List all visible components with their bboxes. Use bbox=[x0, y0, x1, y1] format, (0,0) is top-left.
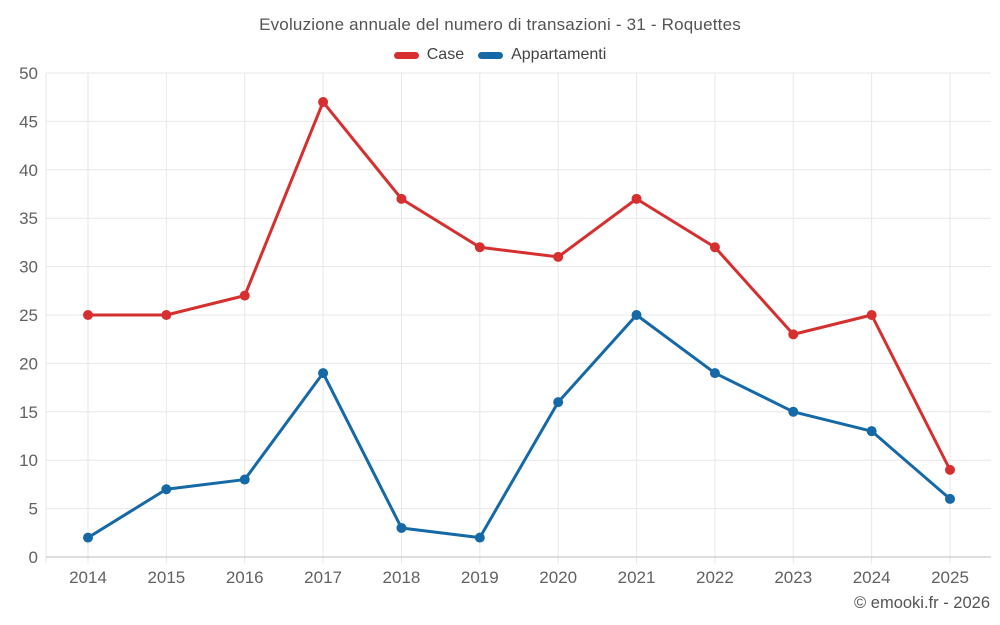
data-point-case-2025 bbox=[945, 464, 955, 475]
x-axis-tick-label: 2022 bbox=[696, 568, 734, 587]
legend-marker-case bbox=[393, 51, 419, 59]
y-axis-tick-label: 45 bbox=[19, 112, 38, 131]
x-axis-tick-label: 2014 bbox=[69, 568, 107, 587]
data-point-appartamenti-2024 bbox=[866, 426, 877, 437]
chart-title: Evoluzione annuale del numero di transaz… bbox=[259, 15, 741, 34]
data-point-appartamenti-2019 bbox=[474, 532, 485, 543]
data-point-appartamenti-2022 bbox=[709, 368, 720, 379]
data-point-case-2014 bbox=[83, 310, 93, 320]
y-axis-tick-label: 25 bbox=[19, 306, 38, 325]
data-point-case-2018 bbox=[396, 193, 407, 204]
x-axis-tick-label: 2023 bbox=[774, 568, 812, 587]
y-axis-tick-label: 5 bbox=[29, 500, 38, 519]
x-axis-tick-label: 2020 bbox=[539, 568, 577, 587]
data-point-case-2021 bbox=[631, 193, 642, 204]
x-axis-tick-label: 2016 bbox=[226, 568, 264, 587]
data-point-appartamenti-2020 bbox=[553, 397, 564, 408]
data-point-appartamenti-2018 bbox=[396, 522, 407, 533]
data-point-case-2023 bbox=[788, 329, 799, 340]
data-point-case-2024 bbox=[866, 310, 877, 320]
x-axis-tick-label: 2015 bbox=[147, 568, 185, 587]
x-axis-tick-label: 2024 bbox=[853, 568, 891, 587]
data-point-appartamenti-2016 bbox=[239, 474, 250, 485]
x-axis-tick-label: 2025 bbox=[931, 568, 969, 587]
data-point-appartamenti-2021 bbox=[631, 310, 642, 320]
data-point-case-2017 bbox=[318, 97, 329, 108]
data-point-appartamenti-2017 bbox=[318, 368, 329, 379]
y-axis-tick-label: 30 bbox=[19, 258, 38, 277]
legend-label: Appartamenti bbox=[511, 46, 607, 63]
series-line-appartamenti bbox=[86, 313, 952, 540]
data-point-appartamenti-2025 bbox=[945, 493, 955, 504]
chart-legend: Case Appartamenti bbox=[0, 46, 1000, 64]
y-axis-tick-label: 0 bbox=[29, 548, 38, 567]
data-point-case-2015 bbox=[161, 310, 172, 320]
y-axis-tick-label: 10 bbox=[19, 451, 38, 470]
y-axis-tick-label: 15 bbox=[19, 403, 38, 422]
y-axis-tick-label: 20 bbox=[19, 354, 38, 373]
data-point-case-2020 bbox=[553, 251, 564, 262]
legend-item-appartamenti[interactable]: Appartamenti bbox=[478, 46, 606, 64]
x-axis-tick-label: 2018 bbox=[383, 568, 421, 587]
x-axis-tick-label: 2021 bbox=[618, 568, 656, 587]
legend-marker-appartamenti bbox=[478, 51, 504, 59]
series-line-case bbox=[86, 100, 952, 472]
data-point-case-2022 bbox=[709, 242, 720, 253]
x-axis-tick-label: 2019 bbox=[461, 568, 499, 587]
data-point-appartamenti-2014 bbox=[83, 532, 93, 543]
data-point-appartamenti-2015 bbox=[161, 484, 172, 495]
y-axis-tick-label: 40 bbox=[19, 161, 38, 180]
y-axis-tick-label: 35 bbox=[19, 209, 38, 228]
data-point-appartamenti-2023 bbox=[788, 406, 799, 417]
copyright-footer: © emooki.fr - 2026 bbox=[854, 594, 990, 612]
legend-item-case[interactable]: Case bbox=[393, 46, 465, 64]
legend-label: Case bbox=[426, 46, 465, 63]
y-axis-tick-label: 50 bbox=[19, 64, 38, 83]
data-point-case-2016 bbox=[239, 290, 250, 301]
x-axis-tick-label: 2017 bbox=[304, 568, 342, 587]
data-point-case-2019 bbox=[474, 242, 485, 253]
